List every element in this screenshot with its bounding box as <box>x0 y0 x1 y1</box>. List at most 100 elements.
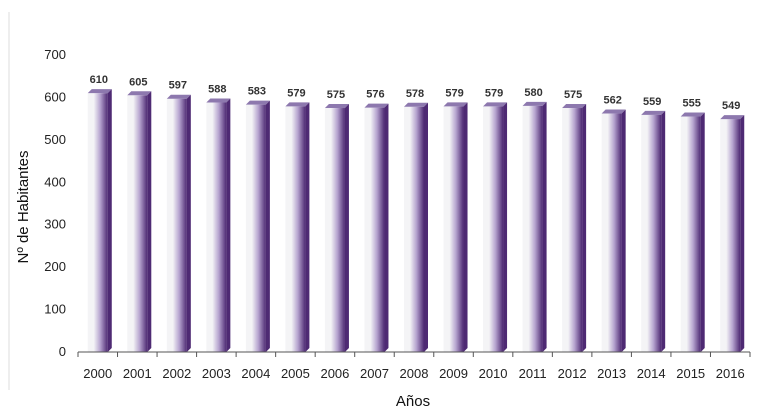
bar <box>127 95 148 353</box>
bar <box>443 106 464 353</box>
bar <box>522 105 543 353</box>
bar-top-face <box>87 89 112 94</box>
y-tick-label: 600 <box>44 89 66 104</box>
bar-side-face <box>265 100 270 353</box>
x-tick-label: 2008 <box>400 366 429 381</box>
bar-value-label: 579 <box>445 87 463 99</box>
bar-side-face <box>305 102 310 353</box>
bar-top-face <box>324 104 349 109</box>
bar-top-face <box>641 110 666 115</box>
bar-value-label: 580 <box>524 87 542 99</box>
bar-top-face <box>720 115 745 120</box>
y-tick-label: 200 <box>44 259 66 274</box>
y-axis-label: Nº de Habitantes <box>15 150 32 263</box>
x-tick-label: 2011 <box>519 366 547 381</box>
bar-side-face <box>384 103 389 353</box>
bar-value-label: 555 <box>683 98 701 110</box>
y-tick-label: 500 <box>44 132 66 147</box>
bar <box>404 106 424 353</box>
bar-side-face <box>147 91 152 353</box>
bar <box>166 98 187 352</box>
bar-top-face <box>483 102 508 107</box>
bar-top-face <box>443 102 468 107</box>
y-axis-ticks: 0 100 200 300 400 500 600 700 <box>44 47 66 359</box>
bar-side-face <box>740 115 745 353</box>
bar <box>364 107 385 353</box>
bar-top-face <box>127 91 152 96</box>
y-tick-label: 100 <box>44 302 66 317</box>
bar <box>562 108 583 353</box>
bar <box>680 116 701 353</box>
x-tick-label: 2009 <box>439 366 468 381</box>
bar-value-label: 559 <box>643 96 661 108</box>
x-tick-label: 2007 <box>360 366 389 381</box>
x-axis-label: Años <box>396 393 430 410</box>
x-tick-label: 2015 <box>676 366 705 381</box>
bar <box>641 114 662 353</box>
bar <box>720 119 741 353</box>
bar-value-label: 578 <box>406 88 424 100</box>
x-tick-label: 2003 <box>202 366 231 381</box>
x-tick-label: 2012 <box>558 366 587 381</box>
bar-value-label: 575 <box>327 89 345 101</box>
bar-side-face <box>700 112 705 353</box>
bar-top-face <box>680 112 705 117</box>
bar-side-face <box>186 94 191 353</box>
x-tick-label: 2002 <box>162 366 191 381</box>
y-tick-label: 700 <box>44 47 66 62</box>
x-axis: 2000 2001 2002 2003 2004 2005 2006 2007 2008 2009… <box>77 351 751 381</box>
x-tick-label: 2004 <box>241 366 270 381</box>
bar <box>601 113 622 353</box>
bar-top-face <box>285 102 310 107</box>
bar-value-label: 610 <box>90 74 108 86</box>
bar-top-face <box>245 100 270 105</box>
x-tick-label: 2013 <box>597 366 626 381</box>
bar-value-label: 579 <box>485 87 503 99</box>
bar-top-face <box>562 104 587 109</box>
bar <box>206 102 227 353</box>
bar-side-face <box>463 102 468 353</box>
y-tick-label: 400 <box>44 174 66 189</box>
bar <box>285 106 306 353</box>
bar-value-label: 562 <box>603 95 621 107</box>
x-tick-label: 2010 <box>479 366 508 381</box>
bar-value-label: 605 <box>129 76 147 88</box>
bar-top-face <box>522 101 547 106</box>
bar-side-face <box>107 89 112 352</box>
bar <box>324 108 345 353</box>
bar-value-label: 575 <box>564 89 582 101</box>
bar-value-label: 576 <box>366 89 384 101</box>
bar-value-label: 583 <box>248 86 266 98</box>
bar <box>483 106 504 353</box>
x-tick-label: 2005 <box>281 366 310 381</box>
bar-top-face <box>601 109 626 114</box>
bar-top-face <box>364 103 389 108</box>
y-tick-label: 0 <box>59 344 66 359</box>
bar-side-face <box>344 104 349 353</box>
bar-value-label: 579 <box>287 87 305 99</box>
y-tick-label: 300 <box>44 217 66 232</box>
bar-side-face <box>582 104 587 353</box>
bar-side-face <box>503 102 508 353</box>
bar-value-label: 549 <box>722 100 740 112</box>
bar-side-face <box>542 101 547 353</box>
x-tick-label: 2016 <box>716 366 745 381</box>
bar <box>87 93 108 352</box>
bar-top-face <box>404 102 428 107</box>
bar-value-label: 597 <box>169 80 187 92</box>
x-tick-label: 2001 <box>123 366 152 381</box>
x-tick-label: 2014 <box>637 366 666 381</box>
bar-series: 610 605 597 588 583 579 575 576 578 579 579 580 575 5… <box>87 74 745 353</box>
bar <box>245 104 266 353</box>
bar-value-label: 588 <box>208 84 226 96</box>
bar-side-face <box>621 109 626 353</box>
bar-side-face <box>661 110 666 353</box>
bar-top-face <box>206 98 231 103</box>
x-tick-label: 2000 <box>83 366 112 381</box>
bar-top-face <box>166 94 191 99</box>
bar-side-face <box>226 98 231 353</box>
x-tick-label: 2006 <box>320 366 349 381</box>
bar-side-face <box>424 102 428 353</box>
